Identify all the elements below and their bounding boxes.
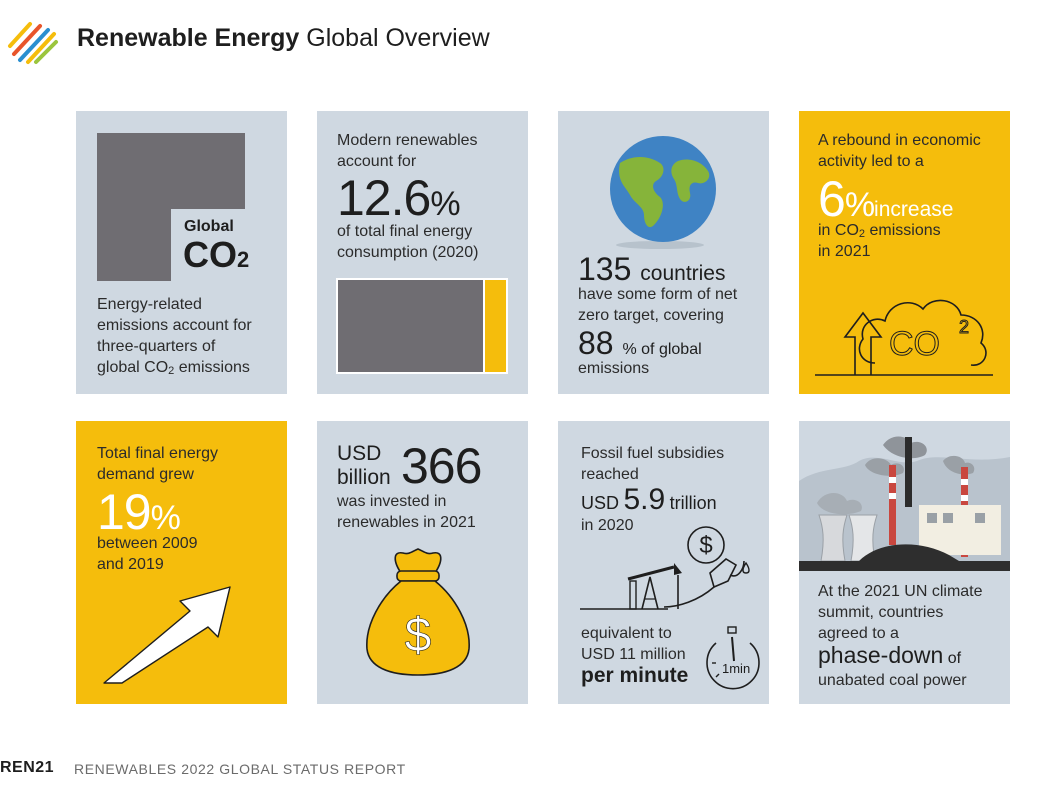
subsidies-line6: per minute (581, 664, 689, 687)
rebound-line3-post: emissions (865, 222, 941, 239)
page-title: Renewable Energy Global Overview (77, 24, 490, 53)
coal-highlight-line: phase-down of (818, 642, 961, 669)
invest-currency: USD (337, 442, 382, 465)
modern-line2: account for (337, 153, 417, 170)
co2-label-sub: 2 (237, 247, 250, 272)
demand-number: 19% (97, 484, 181, 543)
card-modern-renewables: Modern renewables account for 12.6% of t… (317, 111, 528, 394)
co2-text-line2: emissions account for (97, 317, 252, 334)
co2-cloud-arrow-icon: CO 2 (815, 299, 993, 376)
countries-number-label: countries (640, 262, 726, 285)
coal-power-plant-illustration (799, 436, 1010, 571)
invest-line2: renewables in 2021 (337, 514, 476, 531)
cloud-co2-sup: 2 (959, 317, 969, 337)
ren21-stripes-logo (8, 22, 58, 64)
card-net-zero-countries: 135 countries have some form of net zero… (558, 111, 769, 394)
countries-percent-value: 88 (578, 325, 614, 361)
money-bag-icon: $ (366, 548, 470, 676)
invest-scale: billion (337, 466, 391, 489)
countries-number-value: 135 (578, 251, 632, 287)
subsidies-line1: Fossil fuel subsidies (581, 445, 725, 462)
demand-number-unit: % (150, 499, 181, 537)
co2-share-graphic (97, 133, 245, 281)
co2-text-line1: Energy-related (97, 296, 202, 313)
rebound-line4: in 2021 (818, 243, 871, 260)
modern-share-bar-fill (482, 280, 506, 372)
rebound-increase: increase (874, 198, 954, 221)
countries-number: 135 countries (578, 252, 726, 291)
subsidies-line2: reached (581, 466, 639, 483)
coal-line4: unabated coal power (818, 672, 967, 689)
subsidies-scale: trillion (669, 493, 717, 513)
footer-brand: REN21 (0, 759, 55, 776)
rebound-number: 6%increase (818, 174, 953, 235)
co2-text-line4: global CO2 emissions (97, 357, 250, 382)
coal-line3: agreed to a (818, 625, 899, 642)
card-global-co2: Global CO2 Energy-related emissions acco… (76, 111, 287, 394)
oil-pump-fuel-icon: $ (580, 526, 750, 610)
countries-line1: have some form of net (578, 286, 738, 303)
demand-line4: and 2019 (97, 556, 164, 573)
modern-line4: consumption (2020) (337, 244, 479, 261)
invest-number: 366 (401, 438, 482, 494)
coal-highlight: phase-down (818, 642, 944, 668)
bag-dollar-symbol: $ (405, 609, 432, 662)
co2-label: CO2 (183, 235, 249, 280)
coal-highlight-post: of (947, 650, 962, 667)
page-title-bold: Renewable Energy (77, 24, 300, 52)
card-coal-phase-down: At the 2021 UN climate summit, countries… (799, 421, 1010, 704)
modern-number: 12.6% (337, 170, 461, 229)
demand-number-value: 19 (97, 484, 152, 540)
co2-line4-post: emissions (174, 359, 250, 376)
co2-label-main: CO (183, 234, 237, 275)
footer-report-title: RENEWABLES 2022 GLOBAL STATUS REPORT (74, 761, 406, 777)
co2-line4-pre: global CO (97, 359, 169, 376)
modern-line3: of total final energy (337, 223, 473, 240)
demand-line3: between 2009 (97, 535, 198, 552)
subsidies-amount: USD 5.9 trillion (581, 483, 717, 517)
rebound-line3-pre: in CO (818, 222, 859, 239)
globe-icon (610, 136, 716, 249)
growth-arrow-icon (103, 586, 231, 684)
coin-dollar-symbol: $ (699, 532, 712, 559)
countries-line3: emissions (578, 360, 650, 377)
cloud-co2-text: CO (889, 325, 940, 363)
countries-percent: 88 % of global (578, 326, 702, 367)
rebound-line3: in CO2 emissions (818, 220, 941, 245)
subsidies-line4: equivalent to (581, 625, 672, 642)
modern-number-unit: % (430, 185, 460, 223)
subsidies-line5: USD 11 million (581, 646, 686, 663)
rebound-line1: A rebound in economic (818, 132, 981, 149)
card-co2-rebound: A rebound in economic activity led to a … (799, 111, 1010, 394)
stopwatch-icon: 1min (706, 626, 760, 690)
rebound-number-unit: % (844, 186, 875, 224)
stopwatch-label: 1min (722, 661, 750, 676)
card-fossil-subsidies: Fossil fuel subsidies reached USD 5.9 tr… (558, 421, 769, 704)
subsidies-line3: in 2020 (581, 517, 634, 534)
page-title-rest: Global Overview (299, 24, 490, 52)
rebound-line3-sub: 2 (858, 228, 866, 240)
rebound-number-value: 6 (818, 171, 846, 227)
coal-line1: At the 2021 UN climate (818, 583, 983, 600)
demand-line1: Total final energy (97, 445, 218, 462)
invest-line1: was invested in (337, 493, 447, 510)
modern-line1: Modern renewables (337, 132, 478, 149)
co2-line4-sub: 2 (168, 365, 175, 377)
modern-share-bar (336, 278, 508, 374)
demand-line2: demand grew (97, 466, 194, 483)
card-investment: USD billion 366 was invested in renewabl… (317, 421, 528, 704)
co2-label-global: Global (184, 218, 234, 235)
co2-text-line3: three-quarters of (97, 338, 216, 355)
countries-percent-label: % of global (622, 341, 702, 358)
subsidies-number: 5.9 (623, 483, 666, 516)
subsidies-currency: USD (581, 493, 620, 513)
countries-line2: zero target, covering (578, 307, 724, 324)
card-energy-demand: Total final energy demand grew 19% betwe… (76, 421, 287, 704)
rebound-line2: activity led to a (818, 153, 924, 170)
modern-number-value: 12.6 (337, 170, 431, 226)
coal-line2: summit, countries (818, 604, 944, 621)
